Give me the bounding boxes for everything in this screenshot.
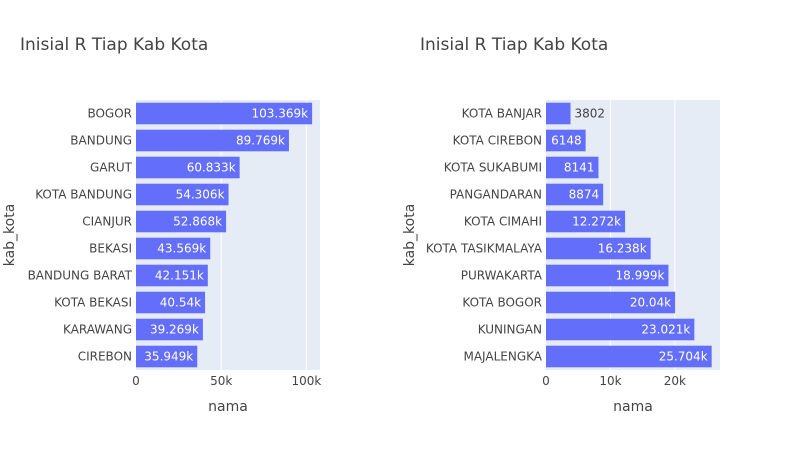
bar-value-label: 18.999k: [616, 269, 665, 283]
bar-value-label: 6148: [551, 134, 582, 148]
bar: [546, 345, 712, 368]
bar: [136, 102, 313, 125]
bar: [136, 156, 240, 179]
y-axis-label: kab_kota: [402, 204, 418, 267]
y-tick-label: KOTA BANJAR: [462, 107, 542, 121]
y-tick-label: KOTA BOGOR: [462, 296, 542, 310]
y-axis-label: kab_kota: [2, 204, 18, 267]
y-tick-label: BANDUNG BARAT: [28, 269, 133, 283]
bar: [546, 156, 599, 179]
bar: [546, 102, 571, 125]
bar-value-label: 103.369k: [252, 107, 309, 121]
bar: [546, 183, 604, 206]
bar: [136, 129, 289, 152]
chart-1: Inisial R Tiap Kab Kota BOGOR 103.369k BAND…: [2, 35, 321, 415]
bar-value-label: 89.769k: [236, 134, 285, 148]
y-tick-label: KOTA TASIKMALAYA: [426, 242, 543, 256]
y-tick-label: KUNINGAN: [478, 323, 542, 337]
bar: [546, 318, 695, 341]
bar: [136, 291, 206, 314]
y-tick-label: KOTA BANDUNG: [35, 188, 132, 202]
bar-value-label: 3802: [575, 107, 606, 121]
x-axis-label: nama: [613, 399, 653, 415]
x-tick-label: 0: [542, 374, 550, 388]
bar-value-label: 35.949k: [144, 350, 193, 364]
chart-title: Inisial R Tiap Kab Kota: [420, 35, 608, 55]
y-tick-label: BOGOR: [87, 107, 132, 121]
y-tick-label: PANGANDARAN: [450, 188, 542, 202]
y-tick-label: KOTA BEKASI: [54, 296, 132, 310]
y-tick-label: CIANJUR: [82, 215, 132, 229]
bar: [136, 345, 198, 368]
bar-value-label: 23.021k: [641, 323, 690, 337]
x-tick-label: 50k: [210, 374, 232, 388]
bar-value-label: 42.151k: [155, 269, 204, 283]
y-tick-label: KARAWANG: [63, 323, 132, 337]
bar: [136, 237, 211, 260]
bar-value-label: 8141: [564, 161, 595, 175]
bar-value-label: 40.54k: [160, 296, 201, 310]
bar-value-label: 60.833k: [187, 161, 236, 175]
bar-value-label: 8874: [569, 188, 600, 202]
y-tick-label: KOTA SUKABUMI: [444, 161, 542, 175]
chart-2: Inisial R Tiap Kab Kota KOTA BANJAR 3802 KO…: [402, 35, 720, 415]
bar-value-label: 43.569k: [157, 242, 206, 256]
bar: [136, 210, 227, 233]
bar-value-label: 54.306k: [176, 188, 225, 202]
bar: [546, 129, 586, 152]
bar: [546, 264, 669, 287]
bar-value-label: 12.272k: [572, 215, 621, 229]
bar: [546, 237, 651, 260]
bar: [136, 183, 229, 206]
y-tick-label: MAJALENGKA: [463, 350, 542, 364]
bar-value-label: 52.868k: [173, 215, 222, 229]
bar: [546, 210, 626, 233]
x-tick-label: 10k: [599, 374, 621, 388]
bar: [546, 291, 676, 314]
x-tick-label: 0: [132, 374, 140, 388]
y-tick-label: KOTA CIREBON: [453, 134, 542, 148]
chart-title: Inisial R Tiap Kab Kota: [20, 35, 208, 55]
x-tick-label: 20k: [664, 374, 686, 388]
y-tick-label: BANDUNG: [70, 134, 132, 148]
bar-value-label: 25.704k: [659, 350, 708, 364]
x-tick-label: 100k: [291, 374, 321, 388]
bar-value-label: 16.238k: [598, 242, 647, 256]
y-tick-label: BEKASI: [89, 242, 132, 256]
y-tick-label: PURWAKARTA: [461, 269, 543, 283]
y-tick-label: CIREBON: [78, 350, 132, 364]
y-tick-label: GARUT: [90, 161, 133, 175]
y-tick-label: KOTA CIMAHI: [464, 215, 542, 229]
bar: [136, 318, 203, 341]
bar-value-label: 20.04k: [630, 296, 671, 310]
bar: [136, 264, 208, 287]
bar-value-label: 39.269k: [150, 323, 199, 337]
x-axis-label: nama: [208, 399, 248, 415]
